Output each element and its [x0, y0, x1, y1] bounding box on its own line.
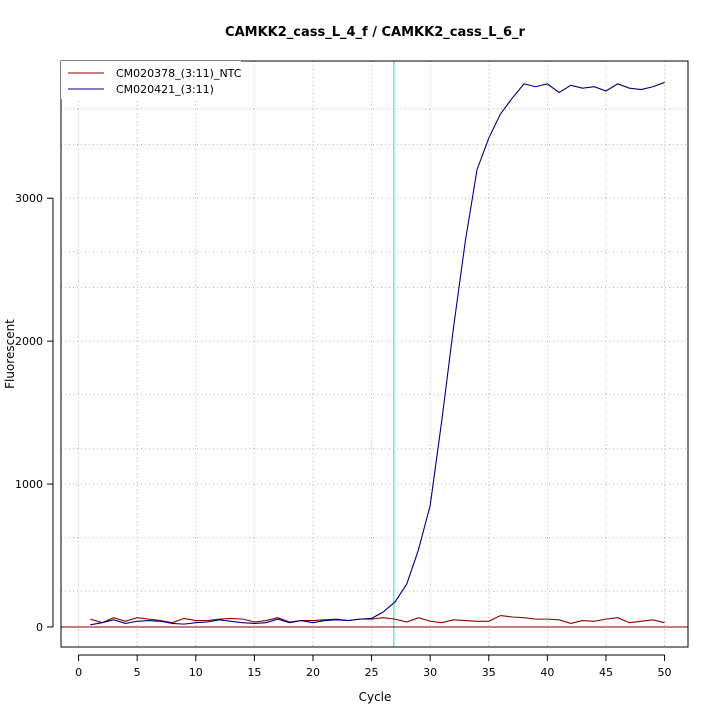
- x-tick-label: 20: [306, 666, 320, 679]
- y-tick-label: 3000: [15, 192, 43, 205]
- threshold-layer: [61, 61, 688, 647]
- grid: [61, 61, 688, 647]
- series-line-1: [90, 81, 665, 626]
- x-axis-label: Cycle: [359, 690, 392, 704]
- y-axis: 0 1000 2000 3000: [15, 192, 54, 634]
- x-tick-label: 40: [540, 666, 554, 679]
- y-tick-label: 0: [36, 621, 43, 634]
- legend-box: [61, 61, 241, 99]
- x-tick-label: 0: [75, 666, 82, 679]
- legend-label-ntc: CM020378_(3:11)_NTC: [116, 67, 242, 80]
- legend-label-sample: CM020421_(3:11): [116, 83, 214, 96]
- x-tick-label: 45: [599, 666, 613, 679]
- x-tick-label: 35: [482, 666, 496, 679]
- x-tick-label: 10: [189, 666, 203, 679]
- y-axis-label: Fluorescent: [3, 319, 17, 389]
- series-layer: [90, 81, 665, 626]
- y-tick-label: 1000: [15, 478, 43, 491]
- x-tick-label: 15: [247, 666, 261, 679]
- legend: CM020378_(3:11)_NTC CM020421_(3:11): [61, 61, 242, 99]
- chart-title: CAMKK2_cass_L_4_f / CAMKK2_cass_L_6_r: [225, 25, 525, 40]
- x-tick-label: 25: [365, 666, 379, 679]
- x-axis: 0 5 10 15 20 25 30 35 40 45 50: [75, 654, 672, 679]
- x-tick-label: 50: [658, 666, 672, 679]
- y-tick-label: 2000: [15, 335, 43, 348]
- plot-frame: [60, 60, 689, 648]
- x-tick-label: 5: [134, 666, 141, 679]
- x-tick-label: 30: [423, 666, 437, 679]
- series-line-0: [90, 614, 665, 624]
